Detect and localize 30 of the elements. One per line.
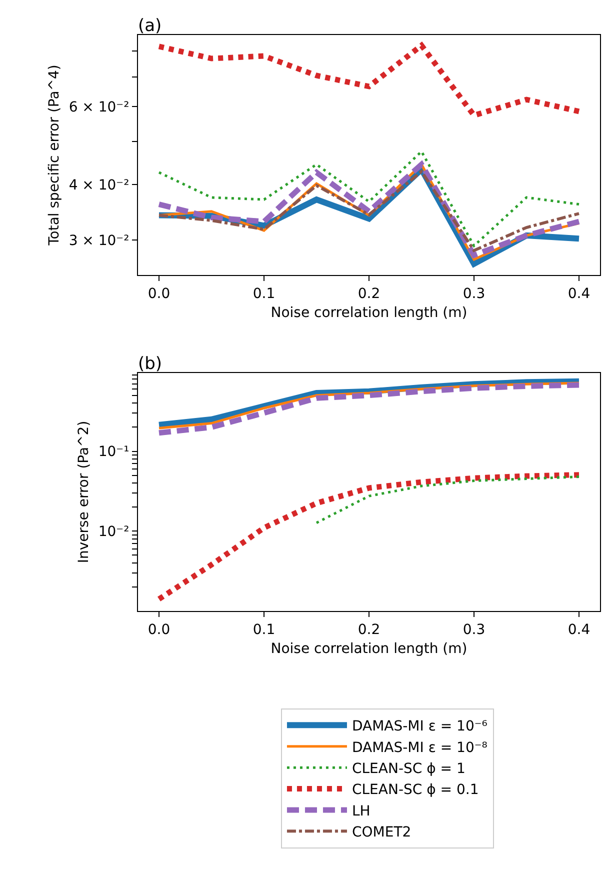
x-tick-label: 0.0	[148, 286, 170, 302]
x-tick-label: 0.3	[462, 622, 486, 638]
x-tick-label: 0.1	[252, 286, 276, 302]
y-axis-title: Total specific error (Pa^4)	[46, 64, 62, 246]
x-tick-label: 0.2	[358, 622, 380, 638]
x-tick-label: 0.4	[568, 622, 590, 638]
x-tick-label: 0.3	[462, 286, 486, 302]
line-series	[158, 150, 580, 248]
line-series	[158, 170, 580, 252]
y-tick-label: 3 × 10⁻²	[68, 232, 130, 249]
legend-label: COMET2	[352, 824, 412, 841]
x-tick-label: 0.0	[148, 622, 170, 638]
chart-title: (a)	[138, 16, 162, 36]
y-axis-title: Inverse error (Pa^2)	[76, 420, 92, 564]
x-axis-title: Noise correlation length (m)	[270, 641, 468, 658]
legend-label: DAMAS-MI ε = 10⁻⁶	[352, 718, 488, 735]
y-tick-label: 10⁻²	[98, 524, 130, 540]
x-axis-title: Noise correlation length (m)	[270, 305, 468, 322]
x-tick-label: 0.2	[358, 286, 380, 302]
legend-label: CLEAN-SC ϕ = 1	[352, 761, 466, 778]
y-tick-label: 4 × 10⁻²	[68, 177, 130, 194]
y-tick-label: 6 × 10⁻²	[68, 99, 130, 116]
legend-label: DAMAS-MI ε = 10⁻⁸	[352, 740, 488, 756]
legend-label: CLEAN-SC ϕ = 0.1	[352, 782, 479, 798]
y-tick-label: 10⁻¹	[98, 444, 130, 460]
line-series	[315, 475, 580, 524]
x-tick-label: 0.4	[568, 286, 590, 302]
chart-title: (b)	[138, 354, 162, 374]
x-tick-label: 0.1	[252, 622, 276, 638]
legend-label: LH	[352, 803, 370, 820]
